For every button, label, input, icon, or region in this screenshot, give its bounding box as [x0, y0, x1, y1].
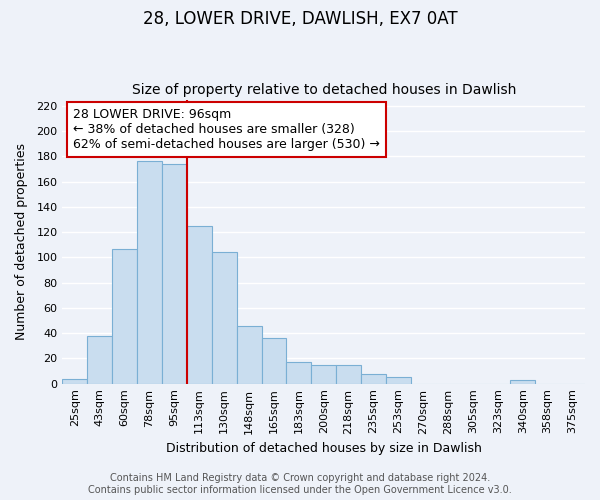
Y-axis label: Number of detached properties: Number of detached properties: [15, 143, 28, 340]
X-axis label: Distribution of detached houses by size in Dawlish: Distribution of detached houses by size …: [166, 442, 482, 455]
Bar: [336, 364, 361, 384]
Bar: [236, 326, 262, 384]
Bar: [88, 336, 112, 384]
Title: Size of property relative to detached houses in Dawlish: Size of property relative to detached ho…: [131, 83, 516, 97]
Bar: [361, 374, 386, 384]
Bar: [262, 338, 286, 384]
Bar: [137, 162, 162, 384]
Text: Contains HM Land Registry data © Crown copyright and database right 2024.
Contai: Contains HM Land Registry data © Crown c…: [88, 474, 512, 495]
Bar: [212, 252, 236, 384]
Text: 28, LOWER DRIVE, DAWLISH, EX7 0AT: 28, LOWER DRIVE, DAWLISH, EX7 0AT: [143, 10, 457, 28]
Bar: [162, 164, 187, 384]
Bar: [286, 362, 311, 384]
Bar: [311, 364, 336, 384]
Bar: [386, 378, 411, 384]
Text: 28 LOWER DRIVE: 96sqm
← 38% of detached houses are smaller (328)
62% of semi-det: 28 LOWER DRIVE: 96sqm ← 38% of detached …: [73, 108, 380, 151]
Bar: [187, 226, 212, 384]
Bar: [112, 248, 137, 384]
Bar: [511, 380, 535, 384]
Bar: [62, 378, 88, 384]
